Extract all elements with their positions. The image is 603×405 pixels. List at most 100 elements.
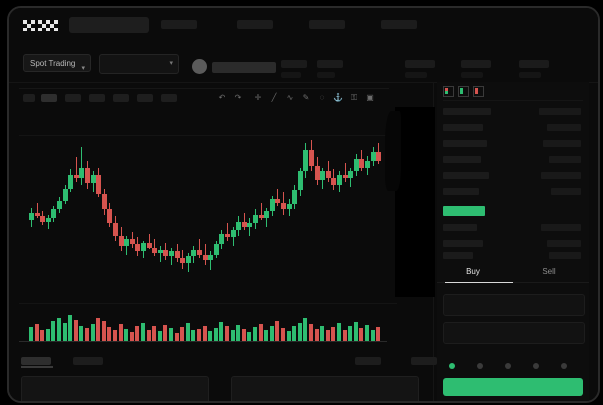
candle-body [365,160,370,168]
candle-body [197,249,202,255]
candle-wick [277,188,279,206]
volume-bar [129,331,134,341]
nav-item-1[interactable] [161,20,197,29]
candle-wick [204,244,206,266]
candle-body [124,239,130,246]
order-panel-right[interactable] [231,376,419,401]
table-row[interactable] [443,156,481,163]
candle-body [73,174,79,179]
candle-body [101,193,107,210]
interval-button-5[interactable] [113,94,129,102]
eraser-icon[interactable]: ◌ [319,93,325,102]
candle-body [208,254,214,260]
table-row[interactable] [443,224,477,231]
nav-item-2[interactable] [237,20,273,29]
volume-chart [19,308,397,353]
okx-logo[interactable] [23,20,59,31]
table-row[interactable] [443,172,489,179]
pager-dot-1[interactable] [449,363,455,369]
volume-bar [359,328,364,341]
candle-wick [249,218,251,236]
interval-button-2[interactable] [41,94,57,102]
pager-dot-2[interactable] [477,363,483,369]
table-row [551,188,581,195]
chevron-down-icon: ▾ [81,65,85,72]
candle-body [57,200,62,210]
volume-bar [118,324,123,341]
table-row[interactable] [443,108,491,115]
candle-body [286,204,292,210]
price-chart[interactable] [19,107,397,307]
orderbook-view-bids-icon[interactable] [458,86,469,97]
volume-bar [241,328,246,341]
interval-button-7[interactable] [161,94,177,102]
order-panel-left[interactable] [21,376,209,401]
stat-last-price-sub [281,72,301,78]
orderbook-view-both-icon[interactable] [443,86,454,97]
candle-wick [159,246,161,262]
candle-body [309,150,314,166]
interval-button-6[interactable] [137,94,153,102]
global-search-input[interactable] [69,17,149,33]
volume-bar [213,328,218,341]
candle-body [225,233,230,238]
stat-24h-change [317,60,343,68]
table-row [539,108,581,115]
candle-wick [260,202,262,220]
table-row[interactable] [443,240,483,247]
interval-button-4[interactable] [89,94,105,102]
tab-sell[interactable]: Sell [542,267,556,276]
redo-icon[interactable]: ↷ [234,93,242,102]
volume-bar [331,327,336,341]
candle-body [342,174,348,179]
candle-body [376,152,382,161]
undo-icon[interactable]: ↶ [218,93,226,102]
pager-dot-4[interactable] [533,363,539,369]
table-row[interactable] [443,124,483,131]
interval-button-3[interactable] [65,94,81,102]
candle-body [51,209,57,219]
camera-icon[interactable]: ▣ [366,93,374,102]
pager-dot-3[interactable] [505,363,511,369]
volume-bar [253,327,257,341]
magnet-icon[interactable]: ⚓ [333,93,343,102]
candle-body [129,239,135,245]
tab-buy[interactable]: Buy [466,267,480,276]
chart-tab-order-history[interactable] [73,357,103,365]
volume-bar [337,323,341,341]
candle-body [113,223,118,236]
candle-body [85,167,90,184]
candle-body [325,171,331,179]
table-row[interactable] [443,252,473,259]
amount-field[interactable] [443,322,585,344]
chart-tab-assets[interactable] [411,357,437,365]
volume-bar [325,330,330,341]
nav-item-4[interactable] [381,20,417,29]
price-field[interactable] [443,294,585,316]
indicator-icon[interactable]: ∿ [286,93,294,102]
submit-buy-button[interactable] [443,378,583,396]
orderbook-view-asks-icon[interactable] [473,86,484,97]
pager-dot-5[interactable] [561,363,567,369]
brush-icon[interactable]: ✎ [302,93,310,102]
volume-bar [264,329,269,341]
candle-body [230,230,236,238]
candle-body [370,152,376,161]
trendline-icon[interactable]: ╱ [271,93,277,102]
candle-body [174,251,180,259]
coin-avatar [192,59,207,74]
market-type-selector[interactable]: Spot Trading ▾ [23,54,91,72]
interval-button-1[interactable] [23,94,35,102]
volume-bar [281,328,285,341]
candle-body [118,235,124,247]
volume-bar [85,328,89,341]
chart-tab-positions[interactable] [355,357,381,365]
crosshair-icon[interactable]: ✛ [254,93,262,102]
volume-bar [370,330,375,341]
table-row[interactable] [443,188,479,195]
lock-icon[interactable]: ⚿ [350,93,358,102]
table-row[interactable] [443,140,487,147]
nav-item-3[interactable] [309,20,345,29]
pair-selector[interactable]: ▾ [99,54,179,74]
chart-tab-open-orders[interactable] [21,357,51,365]
